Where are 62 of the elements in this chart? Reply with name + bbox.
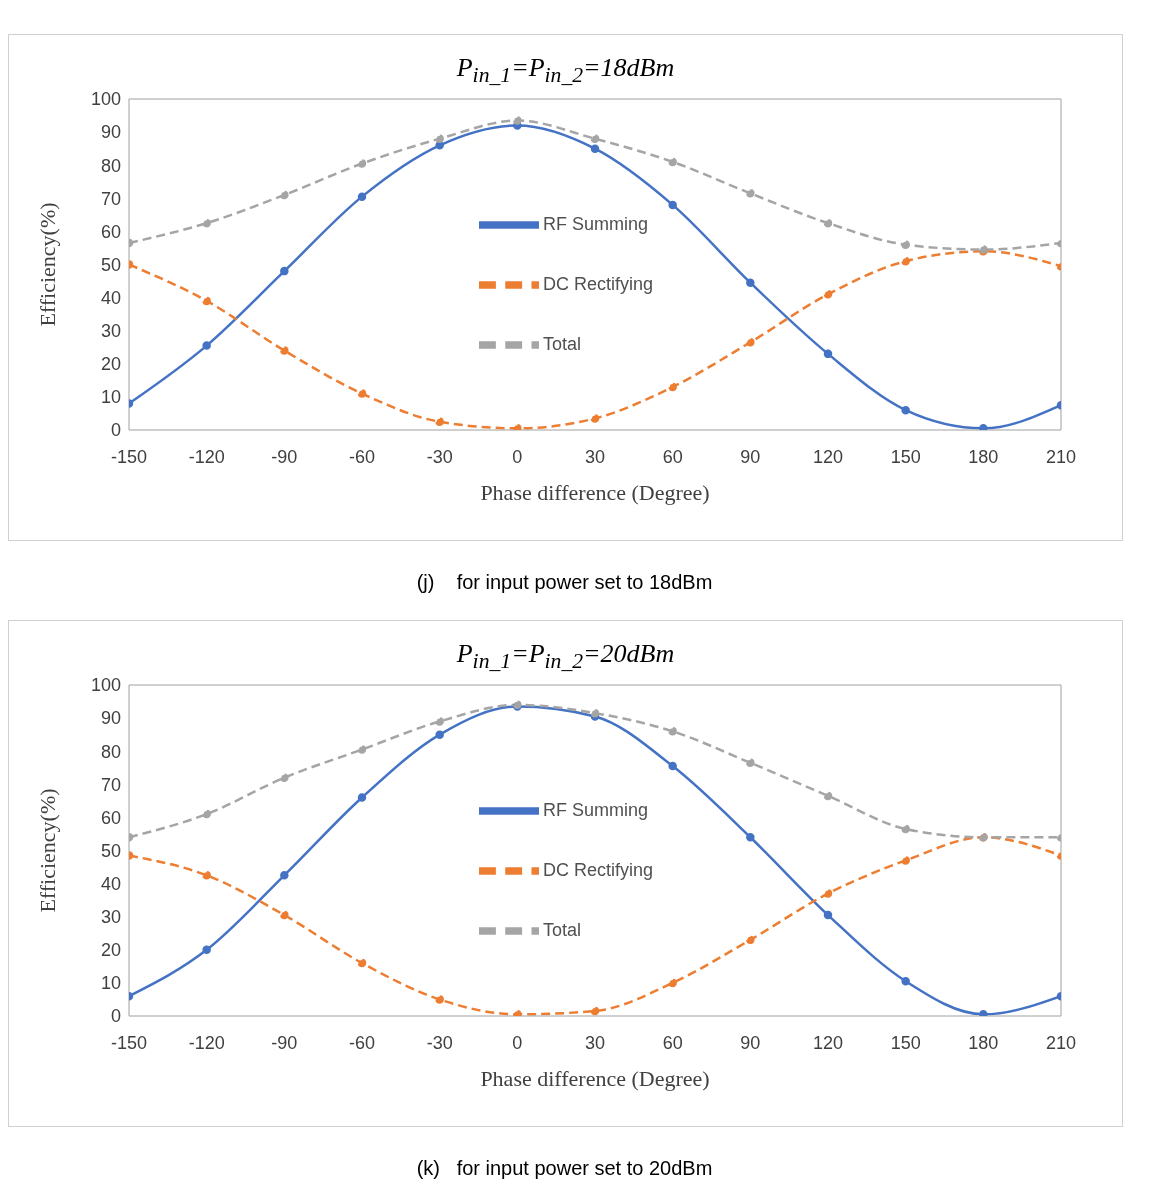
x-axis-title: Phase difference (Degree) xyxy=(480,1066,710,1091)
y-tick-label: 100 xyxy=(90,89,121,110)
x-tick-label: 90 xyxy=(740,446,761,467)
y-tick-label: 80 xyxy=(100,155,121,176)
text: (k) for input power set to 20dBm xyxy=(415,1157,714,1180)
x-tick-label: -90 xyxy=(271,446,298,467)
x-tick-label: 60 xyxy=(662,1032,683,1053)
y-tick-label: 30 xyxy=(100,907,121,928)
legend-label: Total xyxy=(543,919,582,940)
y-tick-label: 70 xyxy=(100,774,121,795)
chart-title: P$_{in_1}$=P$_{in_2}$=20dBm xyxy=(455,639,676,675)
y-tick-label: 20 xyxy=(100,354,121,375)
y-tick-label: 60 xyxy=(100,807,121,828)
x-tick-label: 90 xyxy=(740,1032,761,1053)
y-tick-label: 70 xyxy=(100,188,121,209)
x-tick-label: -90 xyxy=(271,1032,298,1053)
y-tick-label: 40 xyxy=(100,873,121,894)
x-tick-label: 180 xyxy=(968,446,999,467)
y-tick-label: 10 xyxy=(100,387,121,408)
x-tick-label: -60 xyxy=(348,1032,376,1053)
x-tick-label: -150 xyxy=(110,446,148,467)
x-tick-label: -60 xyxy=(348,446,376,467)
legend-label: RF Summing xyxy=(543,799,649,820)
x-tick-label: -30 xyxy=(426,446,453,467)
y-tick-label: 20 xyxy=(100,940,121,961)
y-tick-label: 80 xyxy=(100,741,121,762)
x-axis-title: Phase difference (Degree) xyxy=(480,480,710,505)
x-tick-label: -30 xyxy=(426,1032,453,1053)
x-tick-label: -120 xyxy=(188,446,225,467)
text: (j) for input power set to 18dBm xyxy=(415,571,714,594)
y-tick-label: 100 xyxy=(90,675,121,696)
x-tick-label: 120 xyxy=(812,1032,844,1053)
y-tick-label: 40 xyxy=(100,287,121,308)
y-tick-label: 10 xyxy=(100,973,121,994)
y-tick-label: 90 xyxy=(100,708,121,729)
x-tick-label: 30 xyxy=(584,446,606,467)
y-tick-label: 0 xyxy=(110,420,121,441)
y-tick-label: 50 xyxy=(100,254,121,275)
x-tick-label: 120 xyxy=(812,446,844,467)
x-tick-label: -150 xyxy=(110,1032,148,1053)
y-tick-label: 50 xyxy=(100,840,121,861)
x-tick-label: 150 xyxy=(890,1032,921,1053)
x-tick-label: 150 xyxy=(890,446,921,467)
y-tick-label: 0 xyxy=(110,1006,121,1027)
x-tick-label: 30 xyxy=(584,1032,606,1053)
x-tick-label: -120 xyxy=(188,1032,225,1053)
x-tick-label: 180 xyxy=(968,1032,999,1053)
y-axis-title: Efficiency(%) xyxy=(34,202,60,327)
x-tick-label: 210 xyxy=(1045,1032,1077,1053)
y-tick-label: 60 xyxy=(100,221,121,242)
legend-label: DC Rectifying xyxy=(543,859,654,880)
legend-label: RF Summing xyxy=(543,213,649,234)
x-tick-label: 0 xyxy=(512,446,523,467)
chart-title: P$_{in_1}$=P$_{in_2}$=18dBm xyxy=(455,53,676,89)
y-tick-label: 90 xyxy=(100,122,121,143)
y-axis-title: Efficiency(%) xyxy=(34,788,60,913)
legend-label: Total xyxy=(543,333,582,354)
x-tick-label: 60 xyxy=(662,446,683,467)
x-tick-label: 210 xyxy=(1045,446,1077,467)
legend-label: DC Rectifying xyxy=(543,273,654,294)
x-tick-label: 0 xyxy=(512,1032,523,1053)
y-tick-label: 30 xyxy=(100,321,121,342)
